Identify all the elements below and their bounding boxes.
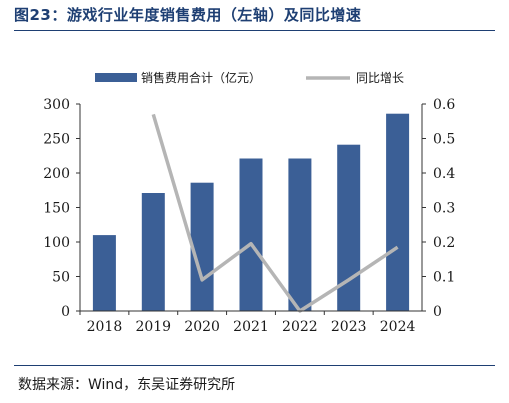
x-tick-label: 2018 <box>87 319 123 335</box>
legend-swatch-bar <box>95 73 137 82</box>
left-tick-label: 50 <box>52 270 70 286</box>
right-tick-label: 0.5 <box>433 132 455 148</box>
right-tick-label: 0 <box>433 304 442 320</box>
source-note: 数据来源：Wind，东吴证券研究所 <box>18 377 236 393</box>
bottom-rule <box>14 365 495 366</box>
x-tick-label: 2019 <box>135 319 171 335</box>
bar-2022 <box>288 158 312 311</box>
bar-2019 <box>141 193 165 311</box>
legend: 销售费用合计（亿元） 同比增长 <box>95 70 404 85</box>
right-tick-label: 0.2 <box>433 235 455 251</box>
bar-2020 <box>190 182 214 311</box>
x-tick-label: 2020 <box>184 319 220 335</box>
right-tick-label: 0.6 <box>433 97 455 113</box>
left-tick-label: 250 <box>43 132 70 148</box>
bar-2024 <box>386 113 410 311</box>
left-tick-label: 0 <box>61 304 70 320</box>
left-tick-label: 100 <box>43 235 70 251</box>
left-tick-label: 150 <box>43 201 70 217</box>
x-tick-label: 2024 <box>380 319 416 335</box>
bar-2018 <box>92 235 116 311</box>
right-tick-label: 0.4 <box>433 166 455 182</box>
legend-label-bar: 销售费用合计（亿元） <box>141 70 261 85</box>
legend-label-line: 同比增长 <box>356 71 404 85</box>
left-tick-label: 300 <box>43 97 70 113</box>
axes: 0 50 100 150 200 250 300 0 0.1 0.2 0.3 0.4 0.5 0.6 201… <box>43 97 455 335</box>
x-tick-label: 2023 <box>331 319 367 335</box>
figure-title: 图23：游戏行业年度销售费用（左轴）及同比增速 <box>14 6 362 24</box>
x-tick-label: 2022 <box>282 319 318 335</box>
right-tick-label: 0.3 <box>433 201 455 217</box>
x-tick-label: 2021 <box>233 319 269 335</box>
bar-2021 <box>239 158 263 311</box>
bar-2023 <box>337 144 361 311</box>
line-series <box>151 113 399 313</box>
left-tick-label: 200 <box>43 166 70 182</box>
line-yoy-growth <box>151 113 399 313</box>
top-rule <box>14 30 495 31</box>
bar-series <box>92 113 410 311</box>
right-tick-label: 0.1 <box>433 270 455 286</box>
